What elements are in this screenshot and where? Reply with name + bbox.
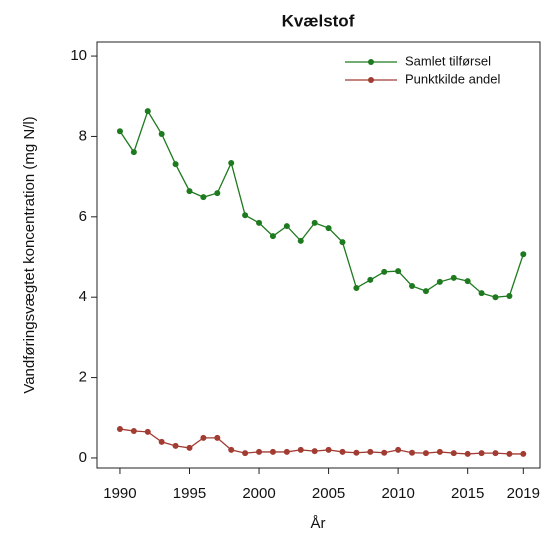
data-point — [283, 448, 290, 455]
data-point — [506, 450, 513, 457]
data-point — [172, 161, 179, 168]
data-point — [381, 449, 388, 456]
y-tick-label: 2 — [79, 369, 87, 386]
data-point — [172, 442, 179, 449]
data-point — [422, 288, 429, 295]
data-point — [381, 268, 388, 275]
data-point — [269, 448, 276, 455]
data-point — [116, 128, 123, 135]
data-point — [353, 284, 360, 291]
data-point — [339, 239, 346, 246]
data-point — [256, 448, 263, 455]
x-tick-label: 1990 — [103, 485, 136, 502]
x-tick-label: 2010 — [381, 485, 414, 502]
data-point — [422, 450, 429, 457]
data-point — [436, 278, 443, 285]
data-point — [395, 446, 402, 453]
data-point — [520, 450, 527, 457]
data-point — [214, 190, 221, 197]
data-point — [200, 194, 207, 201]
data-point — [492, 450, 499, 457]
data-point — [492, 294, 499, 301]
data-point — [228, 159, 235, 166]
data-point — [506, 292, 513, 299]
legend: Samlet tilførsel Punktkilde andel — [345, 53, 501, 86]
data-point — [478, 290, 485, 297]
data-point — [311, 448, 318, 455]
legend-label: Punktkilde andel — [405, 71, 501, 86]
chart-title: Kvælstof — [282, 11, 355, 30]
data-point — [367, 276, 374, 283]
data-point — [158, 438, 165, 445]
data-point — [186, 444, 193, 451]
data-point — [256, 219, 263, 226]
y-tick-label: 0 — [79, 449, 87, 466]
data-point — [269, 233, 276, 240]
data-point — [130, 428, 137, 435]
x-tick-label: 2005 — [312, 485, 345, 502]
plot-frame — [96, 41, 541, 469]
x-tick-label: 2019 — [507, 485, 540, 502]
data-point — [395, 268, 402, 275]
legend-label: Samlet tilførsel — [405, 53, 491, 68]
data-point — [520, 251, 527, 258]
data-point — [200, 434, 207, 441]
data-point — [297, 446, 304, 453]
data-point — [242, 212, 249, 219]
data-point — [339, 448, 346, 455]
legend-marker — [368, 77, 374, 83]
data-point — [228, 446, 235, 453]
y-tick-label: 4 — [79, 288, 87, 305]
data-point — [283, 223, 290, 230]
data-point — [464, 278, 471, 285]
series-line — [119, 109, 524, 298]
x-tick-label: 2000 — [242, 485, 275, 502]
data-point — [144, 428, 151, 435]
data-point — [367, 448, 374, 455]
data-point — [409, 449, 416, 456]
data-point — [186, 188, 193, 195]
y-tick-label: 6 — [79, 208, 87, 225]
data-point — [353, 449, 360, 456]
y-tick-label: 10 — [70, 47, 87, 64]
data-point — [214, 434, 221, 441]
data-point — [478, 450, 485, 457]
data-point — [450, 274, 457, 281]
data-point — [297, 237, 304, 244]
data-point — [130, 149, 137, 156]
data-point — [325, 225, 332, 232]
data-point — [436, 448, 443, 455]
data-point — [311, 219, 318, 226]
data-point — [450, 450, 457, 457]
x-axis-label: År — [311, 515, 326, 532]
legend-marker — [368, 59, 374, 65]
series-line — [119, 428, 524, 455]
x-tick-label: 1995 — [173, 485, 206, 502]
x-tick-label: 2015 — [451, 485, 484, 502]
data-point — [116, 426, 123, 433]
data-point — [144, 108, 151, 115]
data-point — [158, 131, 165, 138]
data-point — [325, 446, 332, 453]
data-point — [464, 450, 471, 457]
data-point — [242, 450, 249, 457]
y-tick-label: 8 — [79, 127, 87, 144]
data-point — [409, 282, 416, 289]
y-axis-label: Vandføringsvægtet koncentration (mg N/l) — [21, 116, 38, 393]
